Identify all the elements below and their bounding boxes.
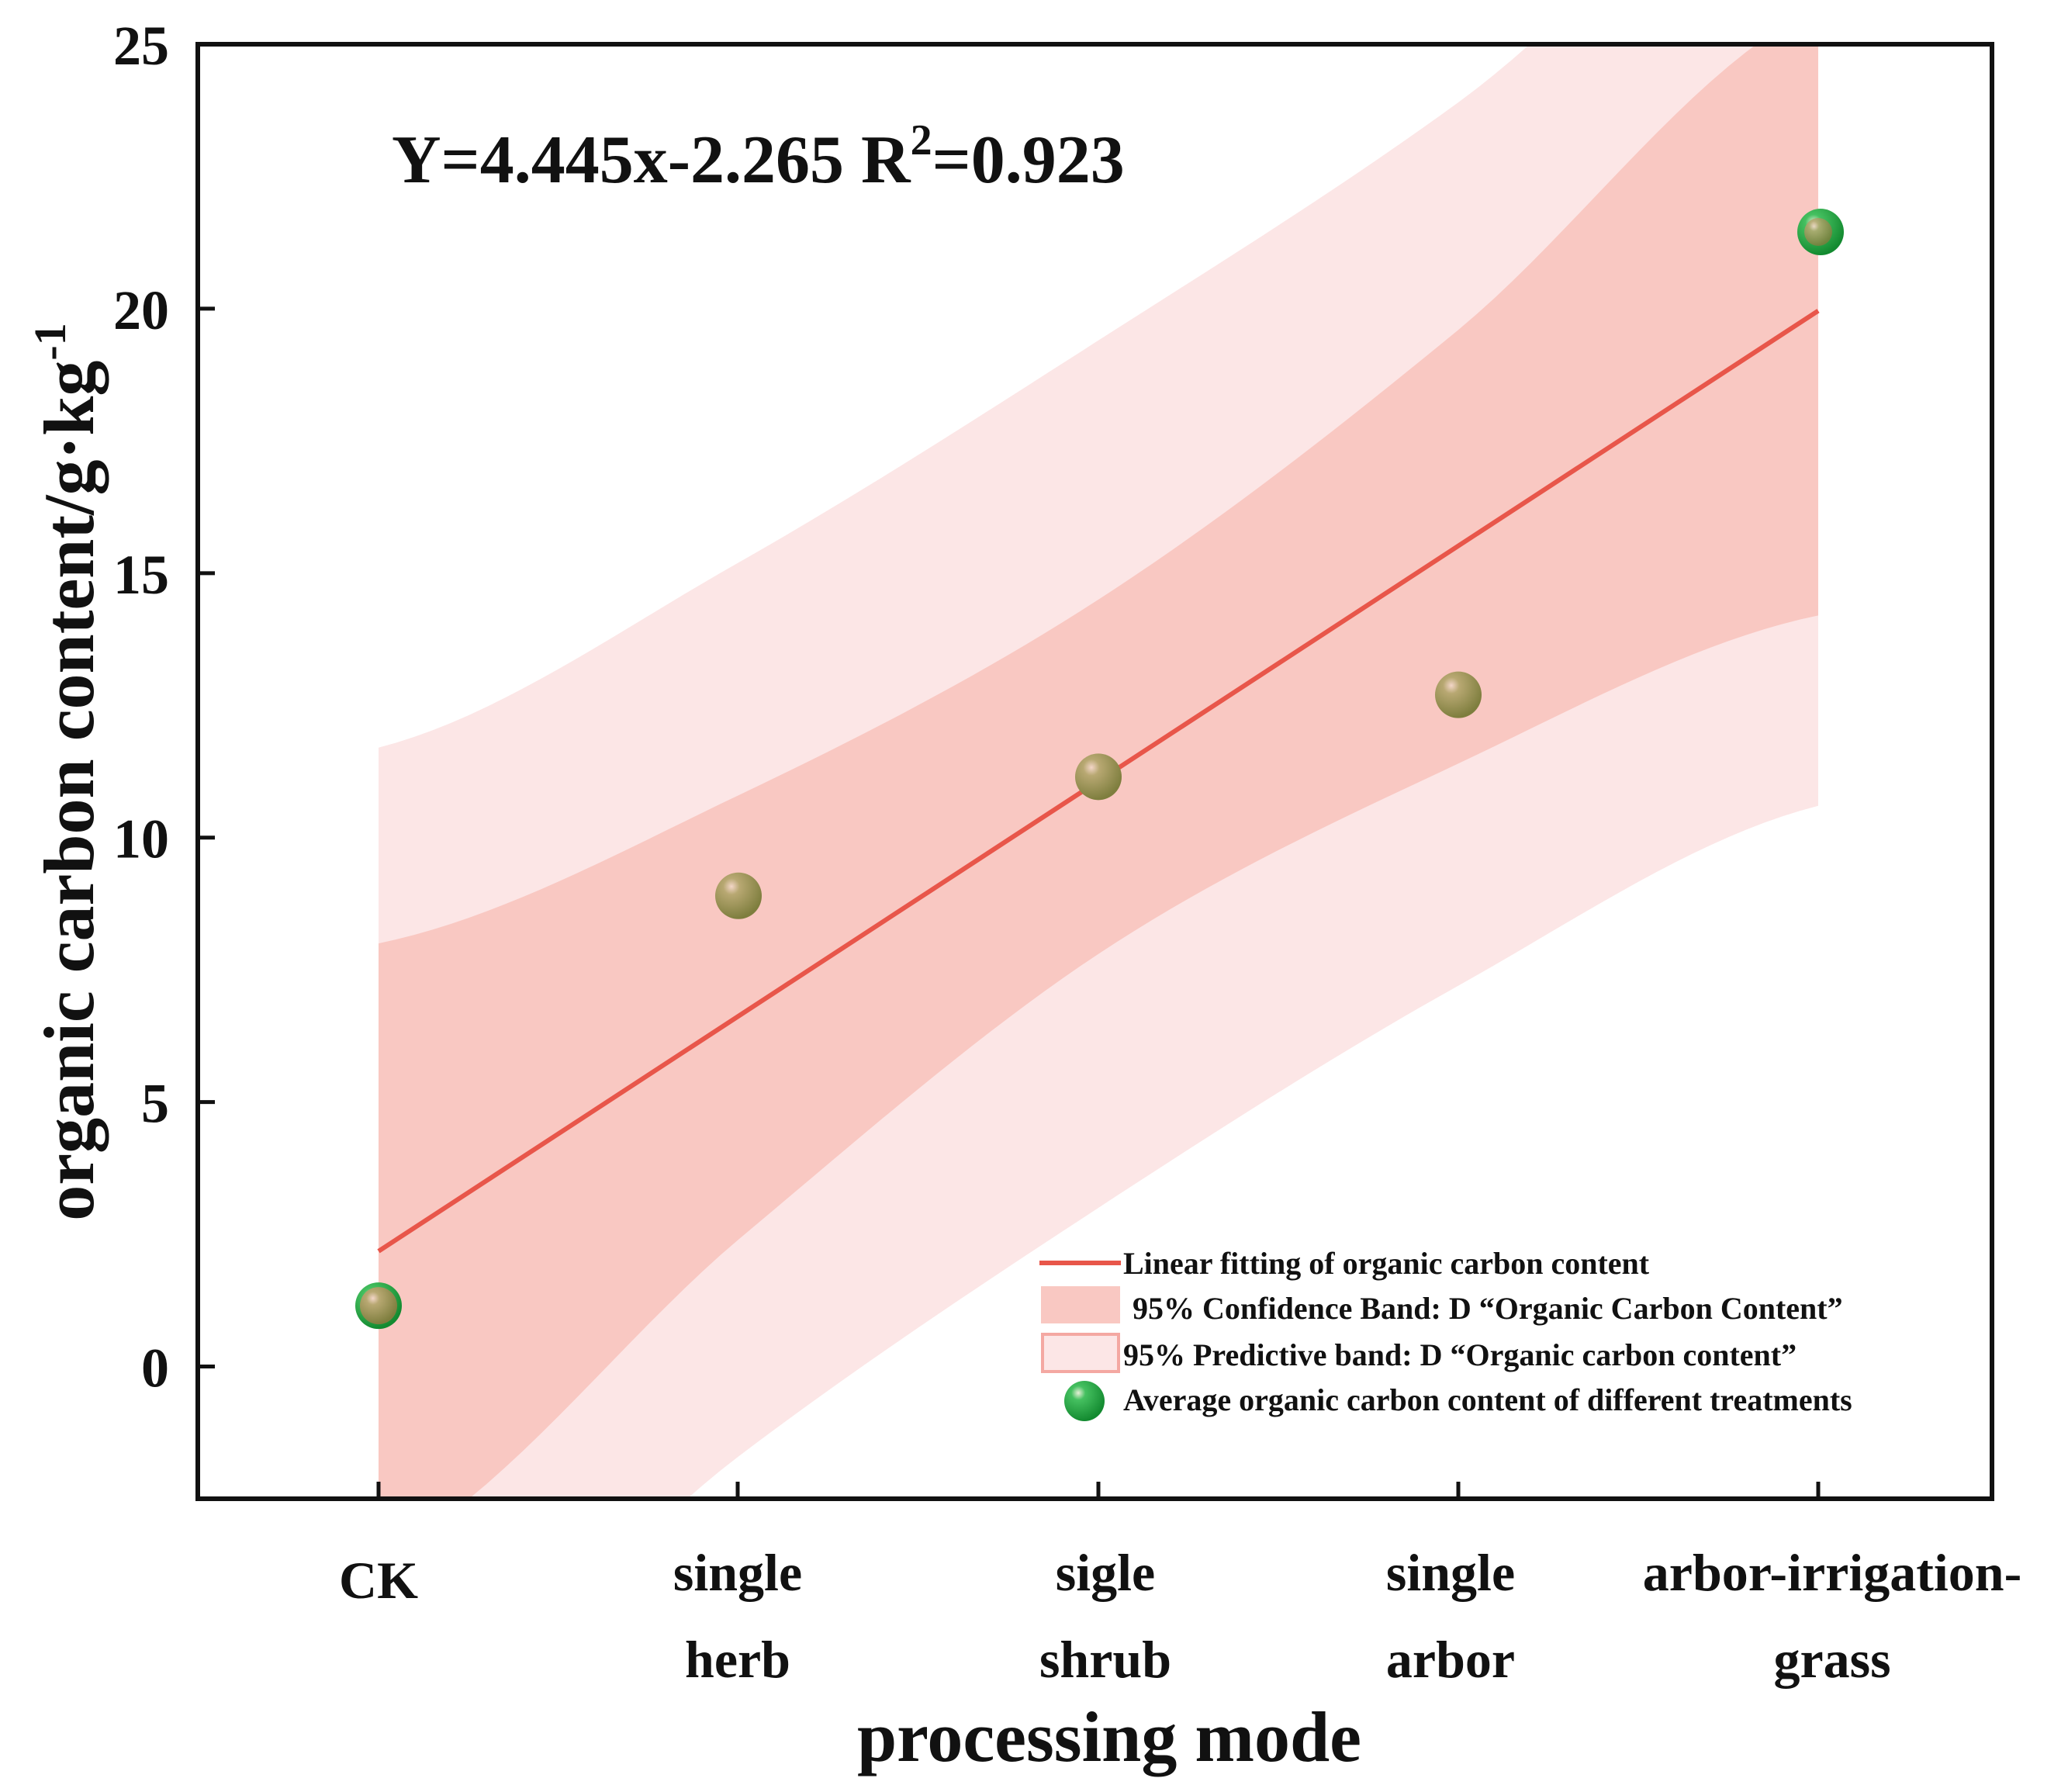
x-tick-label: single [673,1543,802,1602]
y-tick-label: 0 [141,1337,169,1399]
data-point [360,1287,397,1325]
x-tick-label: grass [1773,1630,1890,1689]
legend-label-ci: 95% Confidence Band: D “Organic Carbon C… [1133,1291,1843,1326]
legend-label-dot: Average organic carbon content of differ… [1123,1382,1852,1417]
y-tick-label: 15 [113,544,169,606]
legend-swatch-pi [1041,1333,1120,1373]
equation: Y=4.445x-2.265 R2=0.923 [392,116,1125,198]
x-tick-label: herb [685,1630,790,1689]
legend: Linear fitting of organic carbon content… [1039,1246,1852,1421]
data-point [1075,753,1122,801]
x-tick-label: sigle [1056,1543,1155,1602]
plot-frame [195,42,1994,1501]
x-tick-label: shrub [1039,1630,1171,1689]
y-tick-label: 25 [113,15,169,77]
legend-swatch-dot [1064,1381,1105,1421]
legend-swatch-ci [1041,1286,1120,1323]
legend-label-line: Linear fitting of organic carbon content [1123,1246,1650,1281]
x-tick-label: CK [339,1551,418,1610]
y-tick-label: 5 [141,1073,169,1135]
y-axis-title: organic carbon content/g·kg-1 [25,323,109,1220]
x-tick-label: arbor-irrigation- [1643,1543,2021,1602]
data-point [1435,671,1482,718]
data-point-core [1804,218,1832,247]
x-tick-label: arbor [1386,1630,1515,1689]
x-tick-label: single [1386,1543,1515,1602]
y-tick-label: 10 [113,808,169,870]
legend-label-pi: 95% Predictive band: D “Organic carbon c… [1123,1337,1797,1372]
data-point [715,872,762,919]
y-tick-label: 20 [113,279,169,341]
x-axis-title: processing mode [857,1697,1361,1776]
